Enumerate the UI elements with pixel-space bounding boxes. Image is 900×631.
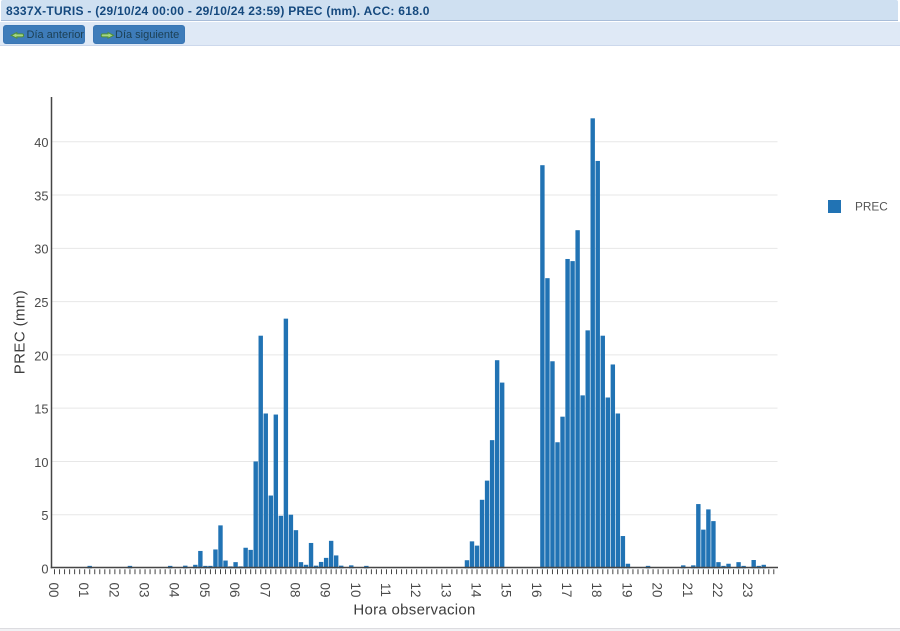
- svg-text:20: 20: [34, 348, 48, 363]
- svg-text:09: 09: [318, 583, 333, 598]
- svg-text:5: 5: [41, 508, 48, 523]
- svg-text:10: 10: [34, 455, 48, 470]
- svg-text:20: 20: [650, 583, 665, 598]
- svg-text:11: 11: [378, 583, 393, 597]
- svg-text:25: 25: [34, 295, 48, 310]
- svg-text:16: 16: [529, 583, 544, 598]
- svg-text:07: 07: [257, 583, 272, 598]
- svg-text:21: 21: [680, 583, 695, 598]
- svg-text:Hora observacion: Hora observacion: [353, 602, 475, 619]
- svg-text:02: 02: [106, 583, 121, 598]
- svg-text:08: 08: [287, 583, 302, 598]
- svg-text:35: 35: [34, 188, 48, 203]
- svg-text:10: 10: [348, 583, 363, 598]
- svg-text:PREC: PREC: [855, 200, 888, 214]
- svg-text:18: 18: [589, 583, 604, 598]
- svg-text:0: 0: [41, 561, 48, 576]
- svg-text:04: 04: [167, 583, 182, 598]
- svg-text:15: 15: [34, 402, 48, 417]
- svg-text:15: 15: [499, 583, 514, 598]
- svg-text:01: 01: [76, 583, 91, 598]
- svg-text:30: 30: [34, 242, 48, 257]
- svg-text:14: 14: [469, 583, 484, 598]
- svg-text:13: 13: [438, 583, 453, 598]
- svg-text:03: 03: [137, 583, 152, 598]
- svg-text:12: 12: [408, 583, 423, 598]
- svg-text:19: 19: [619, 583, 634, 598]
- svg-text:00: 00: [46, 583, 61, 598]
- svg-text:23: 23: [740, 583, 755, 598]
- svg-text:PREC (mm): PREC (mm): [12, 290, 29, 374]
- svg-text:40: 40: [34, 135, 48, 150]
- svg-text:22: 22: [710, 583, 725, 598]
- svg-text:05: 05: [197, 583, 212, 598]
- svg-text:17: 17: [559, 583, 574, 598]
- svg-text:06: 06: [227, 583, 242, 598]
